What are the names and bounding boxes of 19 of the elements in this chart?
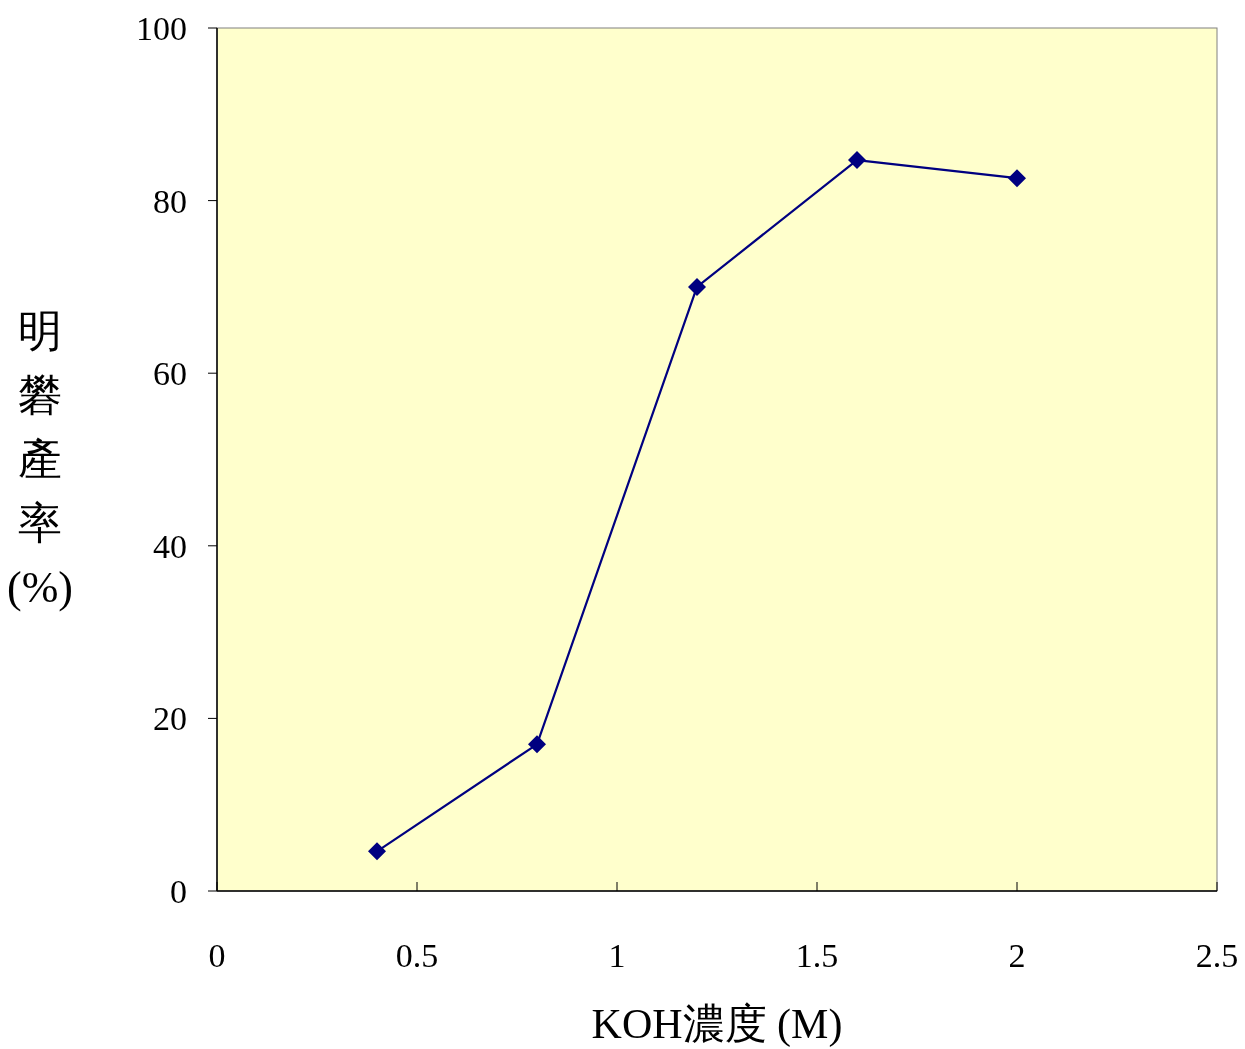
y-axis-title: 明礬產率 (%) (7, 306, 73, 612)
y-tick-label: 20 (153, 700, 187, 738)
y-tick-label: 0 (170, 873, 187, 910)
point (1008, 169, 1026, 188)
x-tick-label: 2 (1008, 937, 1026, 974)
y-tick-label: 40 (153, 527, 187, 565)
y-tick-label: 80 (153, 182, 187, 220)
point (848, 151, 866, 170)
x-tick-label: 0 (208, 937, 226, 974)
x-tick-label: 1.5 (795, 937, 839, 974)
point (528, 735, 546, 754)
x-axis-title: KOH濃度 (M) (591, 1001, 843, 1048)
x-tick-label: 2.5 (1195, 937, 1239, 974)
point (368, 842, 386, 861)
x-tick-label: 1 (608, 937, 626, 974)
y-tick-label: 60 (153, 355, 187, 393)
point (688, 277, 706, 296)
y-tick-label: 100 (136, 10, 187, 47)
x-tick-label: 0.5 (395, 937, 439, 974)
